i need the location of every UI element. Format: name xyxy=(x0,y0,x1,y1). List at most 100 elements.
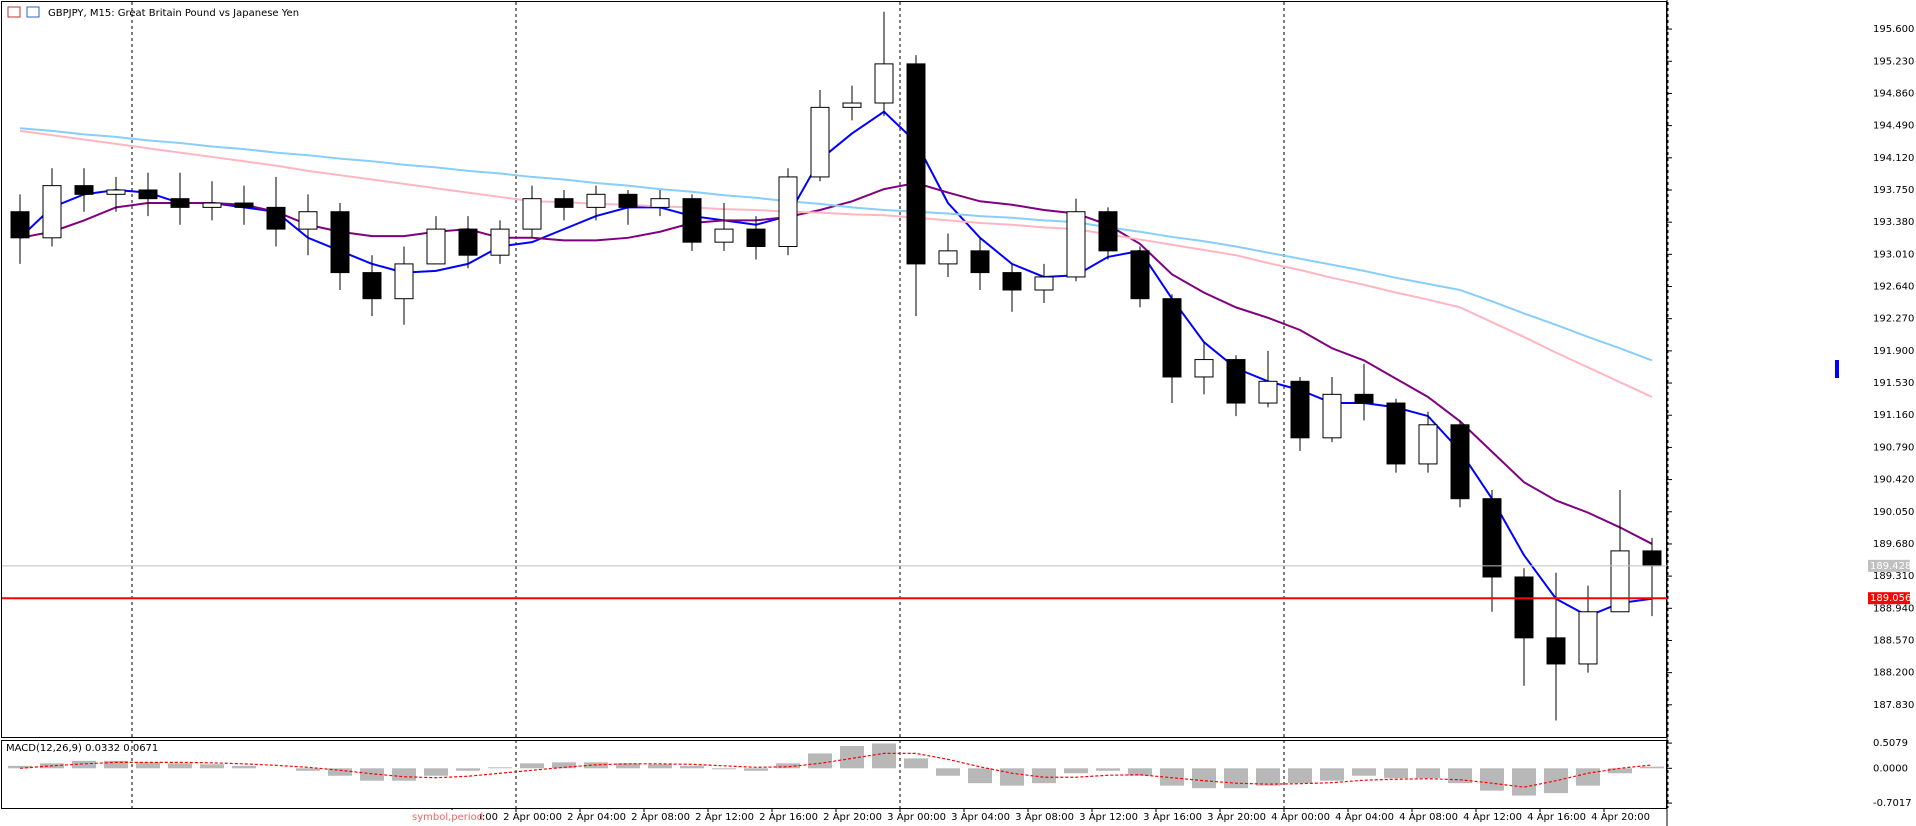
candle-body xyxy=(810,106,830,178)
macd-bar xyxy=(232,765,256,769)
macd-bar xyxy=(616,763,640,769)
macd-bar xyxy=(904,758,928,769)
macd-bar xyxy=(456,768,480,771)
candle-body xyxy=(1002,272,1022,291)
x-tick-label: 00:00 xyxy=(469,812,498,823)
x-tick-label: 2 Apr 12:00 xyxy=(695,812,754,823)
macd-bar xyxy=(104,760,128,769)
y-tick-label: 0.5079 xyxy=(1873,738,1908,749)
candle-body xyxy=(202,202,222,208)
candle-body xyxy=(362,272,382,300)
macd-bar xyxy=(552,762,576,769)
icon xyxy=(7,6,21,18)
macd-bar xyxy=(744,768,768,771)
x-tick-label: 2 Apr 08:00 xyxy=(631,812,690,823)
macd-bar xyxy=(808,753,832,769)
candle-body xyxy=(10,211,30,239)
candle-body xyxy=(1258,380,1278,404)
candle-body xyxy=(1514,576,1534,639)
ma-line xyxy=(19,752,1653,788)
candle-body xyxy=(106,189,126,195)
y-tick-label: 193.750 xyxy=(1873,185,1914,196)
price-tag xyxy=(1868,592,1910,605)
candle-body xyxy=(170,198,190,208)
macd-bar xyxy=(872,743,896,769)
macd-title: MACD(12,26,9) 0.0332 0.0671 xyxy=(6,743,158,754)
macd-bar xyxy=(168,763,192,769)
candle-body xyxy=(1642,550,1662,567)
candle-body xyxy=(1066,211,1086,278)
candle-body xyxy=(970,250,990,274)
macd-bar xyxy=(1416,768,1440,779)
macd-bar xyxy=(392,768,416,781)
macd-bar xyxy=(1192,768,1216,789)
y-tick-label: 188.940 xyxy=(1873,603,1914,614)
macd-bar xyxy=(648,764,672,769)
x-tick-label: 4 Apr 00:00 xyxy=(1271,812,1330,823)
x-tick-label: 4 Apr 16:00 xyxy=(1527,812,1586,823)
y-tick-label: 194.490 xyxy=(1873,121,1914,132)
x-tick-label: 3 Apr 00:00 xyxy=(887,812,946,823)
macd-bar xyxy=(1096,768,1120,771)
candle-body xyxy=(1386,402,1406,465)
macd-bar xyxy=(488,767,512,769)
candle-body xyxy=(1578,611,1598,665)
price-tag-label: 189.056 xyxy=(1870,593,1911,604)
macd-bar xyxy=(328,768,352,776)
x-tick-label: 3 Apr 04:00 xyxy=(951,812,1010,823)
macd-bar xyxy=(712,768,736,770)
candle-body xyxy=(1226,359,1246,404)
x-tick-label: 3 Apr 20:00 xyxy=(1207,812,1266,823)
macd-bar xyxy=(1288,768,1312,784)
candle-body xyxy=(586,193,606,208)
price-tag-label: 189.428 xyxy=(1870,561,1911,572)
y-tick-label: 192.640 xyxy=(1873,282,1914,293)
x-tick-label: 2 Apr 00:00 xyxy=(503,812,562,823)
macd-bar xyxy=(1384,768,1408,779)
candle-body xyxy=(1098,211,1118,252)
ma-line xyxy=(19,129,1653,398)
y-tick-label: 195.230 xyxy=(1873,56,1914,67)
y-tick-label: 195.600 xyxy=(1873,24,1914,35)
y-tick-label: 189.680 xyxy=(1873,539,1914,550)
candle-body xyxy=(1290,380,1310,439)
x-tick-label: 2 Apr 16:00 xyxy=(759,812,818,823)
y-tick-label: 189.310 xyxy=(1873,571,1914,582)
y-tick-label: 194.860 xyxy=(1873,88,1914,99)
chart-title: GBPJPY, M15: Great Britain Pound vs Japa… xyxy=(48,8,299,19)
macd-bar xyxy=(1256,768,1280,786)
macd-bar xyxy=(1576,768,1600,786)
y-tick-label: 0.0000 xyxy=(1873,763,1908,774)
candle-body xyxy=(1610,550,1630,613)
icon xyxy=(26,6,40,18)
candle-body xyxy=(42,185,62,239)
x-tick-label: 3 Apr 08:00 xyxy=(1015,812,1074,823)
candle-body xyxy=(266,206,286,230)
macd-bar xyxy=(296,768,320,771)
candle-body xyxy=(458,228,478,256)
x-tick-label: 4 Apr 08:00 xyxy=(1399,812,1458,823)
candle-body xyxy=(650,198,670,208)
macd-bar xyxy=(1448,768,1472,784)
macd-bar xyxy=(1224,768,1248,789)
macd-bar xyxy=(1352,768,1376,776)
candle-body xyxy=(682,198,702,243)
candle-body xyxy=(1162,298,1182,378)
candle-body xyxy=(1322,393,1342,439)
macd-bar xyxy=(1640,766,1664,769)
y-tick-label: 191.900 xyxy=(1873,346,1914,357)
watermark-bg xyxy=(410,810,480,824)
y-tick-label: 188.200 xyxy=(1873,668,1914,679)
y-tick-label: 191.160 xyxy=(1873,410,1914,421)
x-tick-label: 2 Apr 04:00 xyxy=(567,812,626,823)
candle-body xyxy=(1130,250,1150,300)
macd-bar xyxy=(680,765,704,769)
ma-line xyxy=(19,110,1653,618)
x-tick-label: 3 Apr 12:00 xyxy=(1079,812,1138,823)
macd-bar xyxy=(1000,768,1024,786)
price-tag xyxy=(1868,559,1910,572)
y-tick-label: 194.120 xyxy=(1873,153,1914,164)
macd-bar xyxy=(1064,768,1088,774)
